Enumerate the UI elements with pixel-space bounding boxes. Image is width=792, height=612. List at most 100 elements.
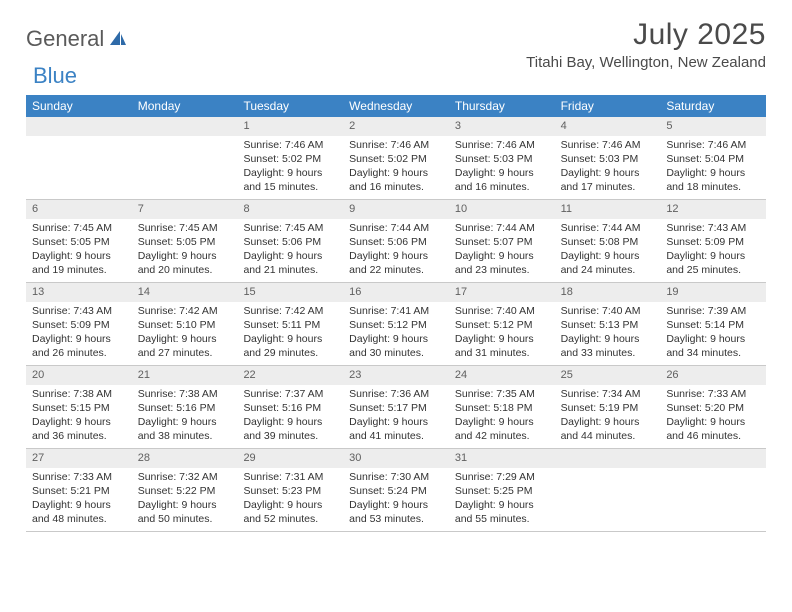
day-cell: 15Sunrise: 7:42 AMSunset: 5:11 PMDayligh…: [237, 283, 343, 365]
weekday-wed: Wednesday: [343, 95, 449, 117]
day-number: 5: [660, 117, 766, 136]
day-content: Sunrise: 7:40 AMSunset: 5:12 PMDaylight:…: [449, 302, 555, 365]
day-cell: 23Sunrise: 7:36 AMSunset: 5:17 PMDayligh…: [343, 366, 449, 448]
sunrise-text: Sunrise: 7:32 AM: [138, 470, 232, 484]
day-number: [660, 449, 766, 468]
day1-text: Daylight: 9 hours: [349, 249, 443, 263]
day-cell: 27Sunrise: 7:33 AMSunset: 5:21 PMDayligh…: [26, 449, 132, 531]
day-content: Sunrise: 7:46 AMSunset: 5:03 PMDaylight:…: [449, 136, 555, 199]
sunrise-text: Sunrise: 7:40 AM: [561, 304, 655, 318]
day-number: 26: [660, 366, 766, 385]
day-number: 4: [555, 117, 661, 136]
day1-text: Daylight: 9 hours: [138, 498, 232, 512]
day-number: 15: [237, 283, 343, 302]
day-content: Sunrise: 7:46 AMSunset: 5:02 PMDaylight:…: [343, 136, 449, 199]
sunset-text: Sunset: 5:02 PM: [243, 152, 337, 166]
day-number: 24: [449, 366, 555, 385]
sunset-text: Sunset: 5:03 PM: [455, 152, 549, 166]
location: Titahi Bay, Wellington, New Zealand: [526, 54, 766, 71]
sunrise-text: Sunrise: 7:44 AM: [561, 221, 655, 235]
sunset-text: Sunset: 5:24 PM: [349, 484, 443, 498]
title-block: July 2025 Titahi Bay, Wellington, New Ze…: [526, 18, 766, 71]
day-number: 17: [449, 283, 555, 302]
day2-text: and 42 minutes.: [455, 429, 549, 443]
day1-text: Daylight: 9 hours: [666, 166, 760, 180]
week-row: 1Sunrise: 7:46 AMSunset: 5:02 PMDaylight…: [26, 117, 766, 200]
day-content: Sunrise: 7:36 AMSunset: 5:17 PMDaylight:…: [343, 385, 449, 448]
day-content: Sunrise: 7:33 AMSunset: 5:20 PMDaylight:…: [660, 385, 766, 448]
day1-text: Daylight: 9 hours: [455, 415, 549, 429]
day1-text: Daylight: 9 hours: [138, 415, 232, 429]
day-content: Sunrise: 7:45 AMSunset: 5:05 PMDaylight:…: [26, 219, 132, 282]
day2-text: and 44 minutes.: [561, 429, 655, 443]
day-cell: 11Sunrise: 7:44 AMSunset: 5:08 PMDayligh…: [555, 200, 661, 282]
sunset-text: Sunset: 5:15 PM: [32, 401, 126, 415]
day2-text: and 25 minutes.: [666, 263, 760, 277]
day-cell: [132, 117, 238, 199]
day1-text: Daylight: 9 hours: [32, 249, 126, 263]
day-cell: 8Sunrise: 7:45 AMSunset: 5:06 PMDaylight…: [237, 200, 343, 282]
day-number: 20: [26, 366, 132, 385]
sunset-text: Sunset: 5:16 PM: [138, 401, 232, 415]
sunrise-text: Sunrise: 7:45 AM: [243, 221, 337, 235]
sunset-text: Sunset: 5:20 PM: [666, 401, 760, 415]
sunrise-text: Sunrise: 7:33 AM: [666, 387, 760, 401]
day-number: 3: [449, 117, 555, 136]
sunset-text: Sunset: 5:03 PM: [561, 152, 655, 166]
day-cell: 4Sunrise: 7:46 AMSunset: 5:03 PMDaylight…: [555, 117, 661, 199]
sunset-text: Sunset: 5:09 PM: [666, 235, 760, 249]
day-content: Sunrise: 7:44 AMSunset: 5:08 PMDaylight:…: [555, 219, 661, 282]
sunrise-text: Sunrise: 7:33 AM: [32, 470, 126, 484]
day-number: 6: [26, 200, 132, 219]
day2-text: and 18 minutes.: [666, 180, 760, 194]
day-number: 12: [660, 200, 766, 219]
sunrise-text: Sunrise: 7:40 AM: [455, 304, 549, 318]
day-number: 16: [343, 283, 449, 302]
sunrise-text: Sunrise: 7:44 AM: [349, 221, 443, 235]
day-content: Sunrise: 7:38 AMSunset: 5:16 PMDaylight:…: [132, 385, 238, 448]
sunset-text: Sunset: 5:05 PM: [32, 235, 126, 249]
day-content: Sunrise: 7:33 AMSunset: 5:21 PMDaylight:…: [26, 468, 132, 531]
sunrise-text: Sunrise: 7:43 AM: [666, 221, 760, 235]
day-content: Sunrise: 7:35 AMSunset: 5:18 PMDaylight:…: [449, 385, 555, 448]
weeks-container: 1Sunrise: 7:46 AMSunset: 5:02 PMDaylight…: [26, 117, 766, 532]
day-number: 8: [237, 200, 343, 219]
sunset-text: Sunset: 5:12 PM: [349, 318, 443, 332]
day1-text: Daylight: 9 hours: [138, 249, 232, 263]
day1-text: Daylight: 9 hours: [349, 415, 443, 429]
sunrise-text: Sunrise: 7:30 AM: [349, 470, 443, 484]
sunset-text: Sunset: 5:22 PM: [138, 484, 232, 498]
day1-text: Daylight: 9 hours: [349, 166, 443, 180]
day-number: 10: [449, 200, 555, 219]
day1-text: Daylight: 9 hours: [243, 249, 337, 263]
day2-text: and 36 minutes.: [32, 429, 126, 443]
day-content: Sunrise: 7:31 AMSunset: 5:23 PMDaylight:…: [237, 468, 343, 531]
day1-text: Daylight: 9 hours: [561, 249, 655, 263]
day2-text: and 52 minutes.: [243, 512, 337, 526]
sunset-text: Sunset: 5:16 PM: [243, 401, 337, 415]
day1-text: Daylight: 9 hours: [349, 332, 443, 346]
day2-text: and 55 minutes.: [455, 512, 549, 526]
day-number: 23: [343, 366, 449, 385]
sunrise-text: Sunrise: 7:38 AM: [138, 387, 232, 401]
sunset-text: Sunset: 5:11 PM: [243, 318, 337, 332]
sunset-text: Sunset: 5:02 PM: [349, 152, 443, 166]
day-number: 2: [343, 117, 449, 136]
day2-text: and 20 minutes.: [138, 263, 232, 277]
day-content: Sunrise: 7:44 AMSunset: 5:06 PMDaylight:…: [343, 219, 449, 282]
day2-text: and 23 minutes.: [455, 263, 549, 277]
month-title: July 2025: [526, 18, 766, 52]
sunset-text: Sunset: 5:08 PM: [561, 235, 655, 249]
week-row: 6Sunrise: 7:45 AMSunset: 5:05 PMDaylight…: [26, 200, 766, 283]
day-cell: 30Sunrise: 7:30 AMSunset: 5:24 PMDayligh…: [343, 449, 449, 531]
day-cell: 6Sunrise: 7:45 AMSunset: 5:05 PMDaylight…: [26, 200, 132, 282]
day-number: 28: [132, 449, 238, 468]
day1-text: Daylight: 9 hours: [32, 415, 126, 429]
day-number: 18: [555, 283, 661, 302]
day-cell: 12Sunrise: 7:43 AMSunset: 5:09 PMDayligh…: [660, 200, 766, 282]
day-content: Sunrise: 7:43 AMSunset: 5:09 PMDaylight:…: [26, 302, 132, 365]
day-cell: 14Sunrise: 7:42 AMSunset: 5:10 PMDayligh…: [132, 283, 238, 365]
sunrise-text: Sunrise: 7:44 AM: [455, 221, 549, 235]
day-cell: 26Sunrise: 7:33 AMSunset: 5:20 PMDayligh…: [660, 366, 766, 448]
day-cell: 29Sunrise: 7:31 AMSunset: 5:23 PMDayligh…: [237, 449, 343, 531]
